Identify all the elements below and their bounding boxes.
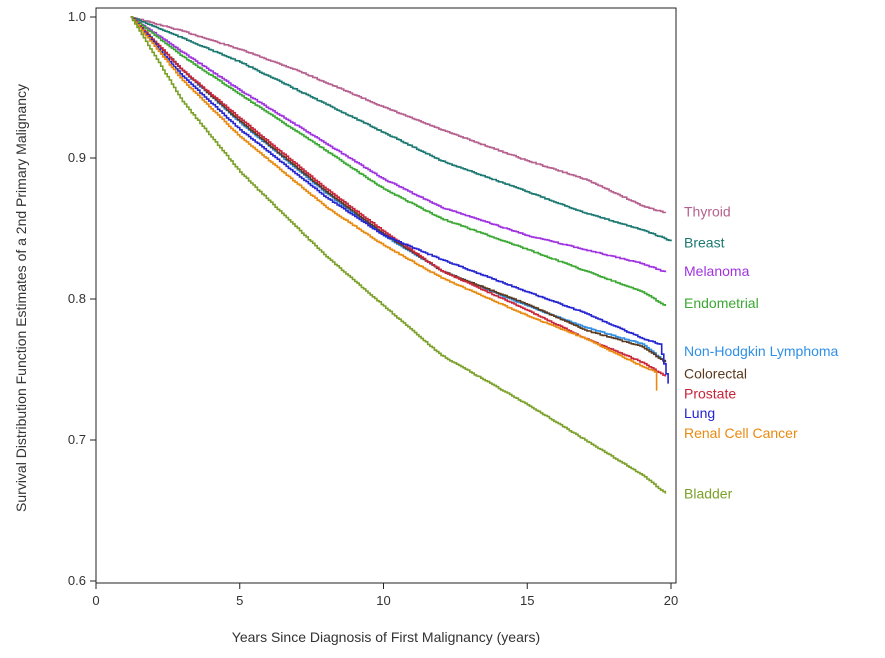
series-line-thyroid (130, 16, 667, 214)
series-line-breast (130, 16, 672, 242)
x-axis-title: Years Since Diagnosis of First Malignanc… (232, 629, 540, 645)
y-tick-label: 0.8 (68, 291, 86, 306)
series-lines (130, 16, 672, 494)
x-tick-label: 0 (92, 593, 99, 608)
y-tick-label: 1.0 (68, 9, 86, 24)
x-tick-label: 15 (520, 593, 534, 608)
y-tick-label: 0.7 (68, 432, 86, 447)
series-label-lung: Lung (684, 405, 715, 421)
y-axis: 0.6 0.7 0.8 0.9 1.0 (68, 9, 96, 588)
x-tick-label: 20 (664, 593, 678, 608)
series-label-bladder: Bladder (684, 486, 733, 502)
series-line-bladder (130, 16, 667, 494)
x-tick-label: 5 (236, 593, 243, 608)
x-axis: 0 5 10 15 20 (92, 583, 678, 608)
series-label-renal-cell-cancer: Renal Cell Cancer (684, 425, 798, 441)
plot-frame (95, 7, 677, 584)
y-tick-label: 0.6 (68, 573, 86, 588)
series-label-endometrial: Endometrial (684, 295, 759, 311)
series-line-lung (130, 16, 669, 384)
series-label-thyroid: Thyroid (684, 204, 731, 220)
x-tick-label: 10 (376, 593, 390, 608)
series-label-breast: Breast (684, 235, 725, 251)
y-tick-label: 0.9 (68, 150, 86, 165)
series-label-colorectal: Colorectal (684, 366, 747, 382)
y-axis-title: Survival Distribution Function Estimates… (13, 84, 29, 512)
series-labels: Thyroid Breast Melanoma Endometrial Non-Hodg… (684, 204, 839, 502)
series-label-non-hodgkin-lymphoma: Non-Hodgkin Lymphoma (684, 343, 839, 359)
series-line-renal-cell-cancer (130, 16, 658, 391)
series-line-colorectal (130, 16, 667, 363)
series-label-prostate: Prostate (684, 385, 736, 401)
series-line-melanoma (130, 16, 667, 273)
series-label-melanoma: Melanoma (684, 263, 750, 279)
series-line-endometrial (130, 16, 667, 306)
series-line-non-hodgkin-lymphoma (130, 16, 667, 363)
